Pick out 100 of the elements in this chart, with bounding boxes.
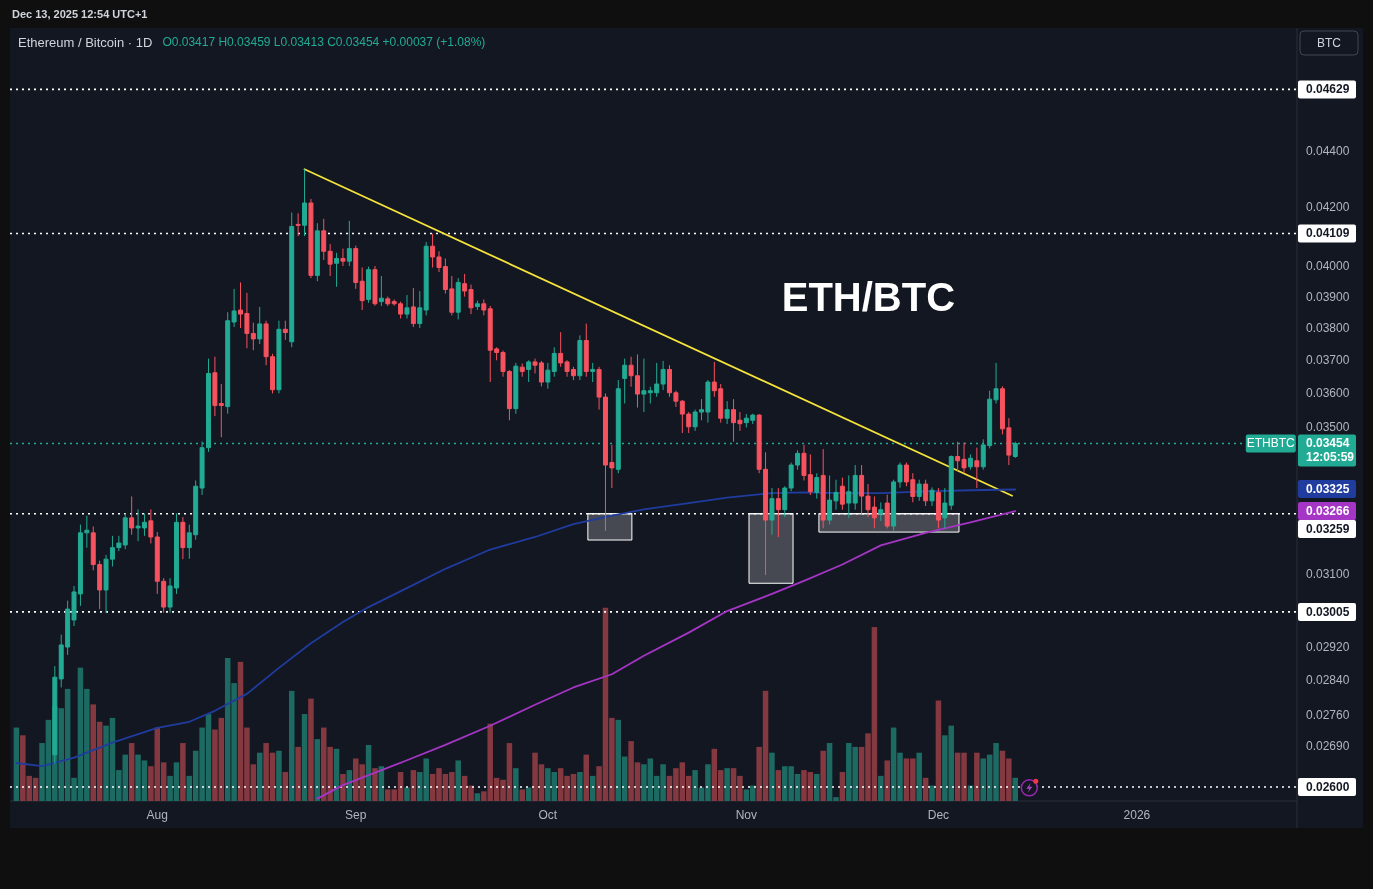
y-tick-label: 0.02840 [1306,673,1350,688]
candlestick [929,486,935,507]
candlestick [353,245,359,290]
candlestick [519,363,525,378]
text: 0.03325 [1306,482,1350,497]
candlestick [878,501,884,522]
candlestick [852,464,858,511]
y-tick-label: 0.04000 [1306,259,1350,273]
x-tick-label: 2026 [1123,808,1151,822]
bar [404,787,410,801]
candlestick [410,287,416,328]
bar [519,789,525,801]
y-tick-label: 0.03500 [1306,420,1350,435]
candlestick [334,252,340,288]
candlestick [404,294,410,320]
candlestick [308,198,314,279]
bar [814,773,820,801]
bar [577,772,583,801]
text: Ethereum / Bitcoin · 1D [18,34,153,50]
annotation: ETH/BTC [781,275,956,319]
bar [525,787,532,801]
bar [180,743,186,801]
bar [276,750,282,801]
candlestick [180,516,186,560]
bar [295,746,301,801]
bar [884,760,890,801]
x-tick-label: Oct [538,808,558,822]
line-series [15,488,1017,768]
x-tick-label: Sep [345,808,367,822]
candlestick [551,346,557,378]
ref-line-label: 0.04629 [1306,82,1350,97]
y-tick-label: 0.04400 [1306,143,1350,158]
text: Dec 13, 2025 12:54 UTC+1 [12,8,148,20]
candlestick [372,265,378,307]
candlestick [545,362,551,390]
bar [935,700,942,801]
candlestick [839,477,845,511]
bar [301,714,308,801]
candlestick [122,512,128,550]
candlestick [590,362,596,383]
candlestick [846,474,852,519]
candlestick [916,479,922,502]
bar [929,785,935,801]
line-series [316,510,1017,800]
text: 0.03266 [1306,503,1350,518]
candlestick [474,300,480,311]
candlestick [129,495,135,536]
annotation: ETHBTC [1246,436,1296,451]
candlestick [622,358,628,405]
candlestick [481,298,487,316]
ref-line-label: 0.04109 [1306,226,1350,241]
bar [513,768,519,801]
ref-line-label: 0.03454 12:05:59 [1306,436,1355,465]
candlestick [289,211,295,348]
candlestick [282,320,288,341]
text: O0.03417 H0.03459 L0.03413 C0.03454 +0.00037 (+1.08%) [162,35,486,49]
y-tick-label: 0.03100 [1306,567,1350,582]
candlestick [340,248,346,267]
x-tick-label: Dec [927,808,950,822]
candlestick [327,243,333,277]
candlestick [302,168,308,237]
candlestick [948,454,954,511]
text: BTC [1317,36,1342,50]
candlestick [321,218,327,261]
candlestick [526,359,532,383]
candlestick [257,306,263,345]
candlestick [775,487,781,538]
bar [974,752,980,801]
candlestick [923,479,929,507]
x-tick-label: Aug [146,808,168,822]
candlestick [577,334,583,381]
ref-line-label: 0.03259 [1306,521,1350,536]
bar [340,773,346,801]
ref-line-label: 0.03005 [1306,604,1350,619]
candlestick [423,241,429,316]
y-tick-label: 0.03800 [1306,321,1350,336]
candlestick [583,323,589,378]
candlestick [455,277,461,320]
candlestick [724,400,730,425]
y-tick-label: 0.03900 [1306,289,1350,304]
candlestick [385,296,391,307]
x-tick-label: Nov [735,808,758,822]
bar [372,768,378,801]
candlestick [769,487,775,536]
y-tick-label: 0.02690 [1306,738,1350,753]
candlestick [314,222,320,282]
candlestick [378,275,384,307]
bar [769,752,775,801]
candlestick [814,472,820,500]
bar [820,750,826,801]
ref-line-label: 0.02600 [1306,779,1350,794]
bar [288,690,295,801]
candlestick [346,220,352,267]
candlestick [942,487,948,529]
candlestick [820,448,826,529]
candlestick [366,266,372,304]
candlestick [295,212,301,237]
candlestick [782,485,788,518]
y-tick-label: 0.02760 [1306,707,1350,722]
candlestick [974,447,980,489]
